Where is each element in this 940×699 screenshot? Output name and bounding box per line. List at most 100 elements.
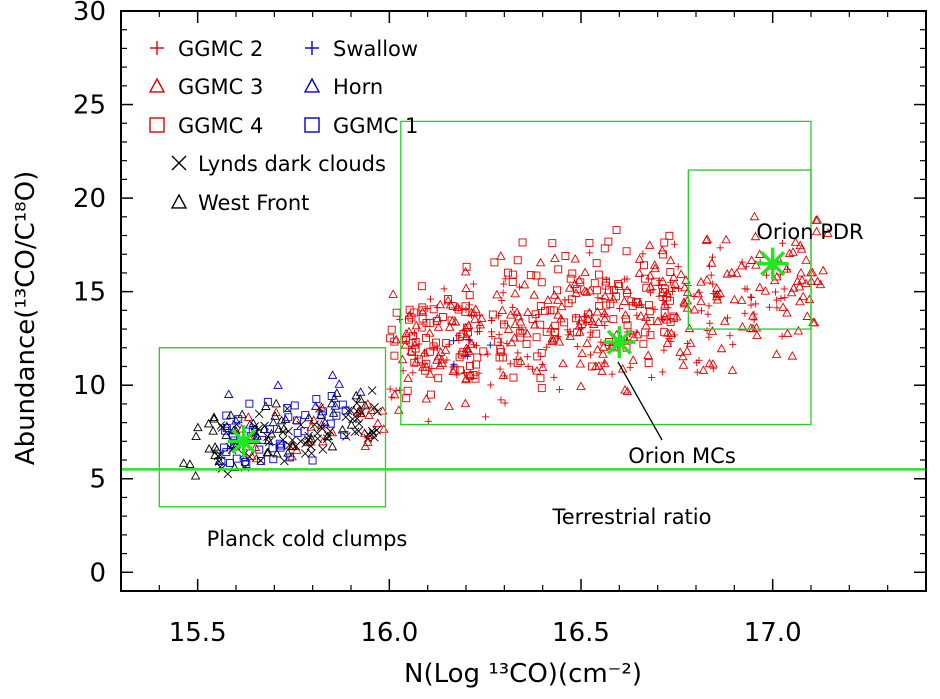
point-ggmc-4 — [409, 332, 417, 341]
point-ggmc-2 — [564, 331, 572, 339]
point-ggmc-3 — [750, 231, 761, 241]
point-ggmc-3 — [782, 328, 793, 338]
point-ggmc-4 — [386, 334, 395, 343]
point-lynds-dark-clouds — [372, 407, 382, 416]
point-ggmc-1 — [317, 411, 326, 420]
point-ggmc-4 — [513, 359, 522, 367]
point-ggmc-4 — [551, 321, 560, 330]
legend-label-ggmc-2: GGMC 2 — [178, 37, 263, 61]
point-west-front — [327, 398, 337, 408]
point-west-front — [212, 444, 222, 454]
point-ggmc-3 — [523, 307, 533, 316]
point-lynds-dark-clouds — [370, 403, 379, 412]
point-ggmc-4 — [611, 292, 620, 301]
point-lynds-dark-clouds — [367, 386, 377, 395]
point-ggmc-2 — [594, 294, 602, 302]
point-ggmc-4 — [666, 296, 674, 305]
point-west-front — [280, 414, 291, 424]
point-ggmc-4 — [528, 314, 537, 323]
point-ggmc-2 — [514, 349, 522, 357]
point-ggmc-3 — [510, 288, 520, 298]
point-ggmc-3 — [509, 332, 520, 342]
point-ggmc-4 — [411, 338, 420, 347]
point-ggmc-3 — [575, 358, 586, 368]
point-ggmc-2 — [765, 303, 773, 311]
point-ggmc-4 — [509, 373, 518, 382]
point-ggmc-3 — [397, 354, 408, 364]
plot-frame — [120, 10, 927, 592]
point-ggmc-3 — [620, 310, 631, 319]
y-tick-label: 25 — [73, 91, 106, 121]
point-lynds-dark-clouds — [306, 441, 316, 451]
point-ggmc-3 — [505, 309, 516, 319]
point-ggmc-1 — [256, 457, 265, 465]
point-ggmc-3 — [476, 313, 487, 322]
point-ggmc-3 — [592, 306, 603, 316]
point-ggmc-2 — [709, 253, 717, 261]
point-ggmc-4 — [447, 316, 456, 325]
point-ggmc-2 — [762, 271, 770, 279]
point-ggmc-4 — [408, 348, 417, 356]
point-ggmc-1 — [241, 458, 249, 466]
point-ggmc-3 — [727, 365, 738, 374]
point-ggmc-2 — [499, 289, 507, 297]
point-ggmc-3 — [793, 325, 804, 335]
point-ggmc-1 — [293, 428, 302, 437]
point-ggmc-4 — [666, 268, 675, 276]
point-ggmc-3 — [649, 260, 660, 269]
point-ggmc-3 — [721, 234, 731, 244]
point-ggmc-3 — [389, 389, 400, 399]
point-ggmc-3 — [433, 351, 444, 361]
point-ggmc-4 — [606, 299, 615, 308]
region-box — [687, 169, 812, 330]
point-lynds-dark-clouds — [367, 426, 377, 436]
point-ggmc-2 — [716, 244, 724, 252]
point-ggmc-3 — [600, 291, 610, 300]
legend-label-ggmc-1: GGMC 1 — [333, 114, 418, 138]
point-west-front — [306, 433, 317, 443]
point-ggmc-4 — [456, 366, 464, 375]
point-ggmc-4 — [410, 358, 419, 367]
point-ggmc-4 — [537, 384, 546, 393]
point-ggmc-3 — [749, 211, 760, 221]
point-ggmc-3 — [565, 331, 575, 340]
point-ggmc-3 — [636, 311, 646, 320]
point-ggmc-2 — [481, 413, 489, 421]
point-ggmc-3 — [662, 338, 673, 347]
point-ggmc-2 — [752, 300, 760, 308]
point-ggmc-4 — [536, 374, 545, 383]
point-ggmc-3 — [577, 348, 587, 357]
highlight-point — [227, 425, 260, 458]
point-ggmc-3 — [795, 296, 805, 306]
point-ggmc-3 — [811, 215, 821, 224]
point-ggmc-4 — [422, 319, 431, 327]
point-ggmc-3 — [801, 255, 811, 264]
point-ggmc-3 — [377, 405, 388, 415]
point-ggmc-4 — [602, 301, 611, 310]
point-ggmc-3 — [418, 362, 428, 371]
point-ggmc-3 — [748, 323, 758, 333]
y-tick-label: 30 — [73, 0, 106, 27]
point-ggmc-3 — [716, 343, 727, 353]
point-ggmc-3 — [582, 338, 592, 347]
point-ggmc-2 — [778, 239, 786, 247]
point-west-front — [283, 448, 293, 457]
point-ggmc-3 — [492, 289, 502, 299]
point-ggmc-3 — [470, 314, 480, 323]
point-ggmc-2 — [487, 381, 495, 389]
point-ggmc-3 — [707, 326, 718, 335]
annotation-pointer-orion-mcs — [617, 361, 663, 441]
point-ggmc-3 — [547, 336, 557, 346]
point-lynds-dark-clouds — [280, 456, 289, 466]
point-ggmc-3 — [240, 453, 251, 462]
point-ggmc-4 — [434, 374, 443, 383]
point-west-front — [209, 413, 219, 423]
point-lynds-dark-clouds — [354, 419, 364, 428]
point-ggmc-3 — [598, 349, 608, 358]
point-ggmc-1 — [290, 401, 299, 410]
point-west-front — [208, 426, 218, 435]
point-ggmc-1 — [222, 423, 231, 432]
point-ggmc-2 — [495, 331, 503, 339]
point-ggmc-4 — [542, 327, 551, 336]
point-ggmc-2 — [396, 315, 404, 323]
